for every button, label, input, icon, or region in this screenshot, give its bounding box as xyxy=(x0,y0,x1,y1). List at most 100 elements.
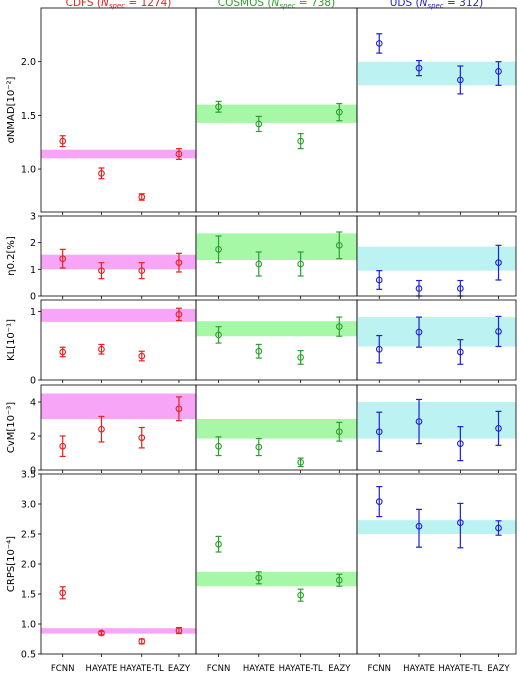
panel-KL-uds xyxy=(356,299,517,383)
reference-band xyxy=(41,254,196,270)
data-point-eazy xyxy=(495,524,502,532)
data-point-hayate-tl xyxy=(138,434,146,442)
data-point-eazy xyxy=(175,405,183,413)
data-point-eazy xyxy=(335,108,343,116)
panel-frame xyxy=(40,473,197,655)
ytick-label: 0 xyxy=(30,292,36,303)
data-point-hayate xyxy=(98,267,105,275)
data-point-eazy xyxy=(175,311,183,318)
column-title-1: COSMOS (Nspec = 738) xyxy=(218,0,335,10)
xtick-label-fcnn: FCNN xyxy=(207,664,231,674)
data-point-fcnn xyxy=(215,540,222,548)
data-point-hayate-tl xyxy=(138,638,146,645)
data-point-fcnn xyxy=(215,331,222,339)
data-point-eazy xyxy=(335,576,343,584)
xtick-label-hayate: HAYATE xyxy=(243,664,275,674)
reference-band xyxy=(41,393,196,419)
reference-band xyxy=(357,317,516,347)
ytick-label: 2 xyxy=(30,238,36,249)
data-point-hayate-tl xyxy=(138,193,146,201)
data-point-hayate-tl xyxy=(457,348,464,356)
panel-CRPS-uds xyxy=(356,473,517,657)
data-point-hayate xyxy=(415,285,423,292)
panel-frame xyxy=(195,299,358,381)
panel-eta_0.2-cdfs xyxy=(40,215,197,299)
ytick-label: 3.0 xyxy=(21,500,36,511)
ytick-label: 0.5 xyxy=(21,650,36,661)
ytick-label: 2.0 xyxy=(21,57,36,68)
panel-frame xyxy=(40,7,197,213)
panel-sigma_nmad-cosmos xyxy=(195,7,358,215)
reference-band xyxy=(41,308,196,322)
xtick-label-hayate: HAYATE xyxy=(86,664,118,674)
ytick-label: 3.5 xyxy=(21,470,36,481)
data-point-eazy xyxy=(335,428,343,436)
reference-band xyxy=(357,520,516,534)
reference-band xyxy=(357,61,516,86)
ytick-label: 1 xyxy=(30,307,36,318)
panel-KL-cdfs xyxy=(40,299,197,383)
ytick-label: 3 xyxy=(30,212,36,223)
panel-CRPS-cosmos xyxy=(195,473,358,657)
data-point-hayate xyxy=(415,64,423,72)
xtick-label-eazy: EAZY xyxy=(168,664,191,674)
data-point-hayate-tl xyxy=(138,267,146,275)
data-point-hayate xyxy=(98,425,105,433)
reference-band xyxy=(196,104,357,123)
data-point-hayate xyxy=(255,260,263,268)
ytick-label: 0 xyxy=(30,376,36,387)
reference-band xyxy=(196,321,357,337)
data-point-hayate xyxy=(255,574,263,582)
data-point-hayate-tl xyxy=(457,76,464,84)
data-point-fcnn xyxy=(215,245,222,253)
data-point-hayate-tl xyxy=(297,137,305,145)
data-point-eazy xyxy=(175,259,183,267)
ytick-label: 1.0 xyxy=(21,620,36,631)
data-point-hayate xyxy=(255,443,263,451)
data-point-fcnn xyxy=(59,589,67,597)
ylabel-eta_0.2: η0.2[%] xyxy=(6,236,17,276)
panel-CvM-cosmos xyxy=(195,384,358,473)
reference-band xyxy=(196,571,357,587)
ytick-label: 2.0 xyxy=(21,560,36,571)
panel-eta_0.2-uds xyxy=(356,215,517,299)
panel-frame xyxy=(356,473,517,655)
panel-CRPS-cdfs xyxy=(40,473,197,657)
panel-frame xyxy=(356,7,517,213)
panel-sigma_nmad-uds xyxy=(356,7,517,215)
data-point-hayate-tl xyxy=(297,260,305,268)
data-point-fcnn xyxy=(59,348,67,356)
ylabel-KL: KL[10⁻¹] xyxy=(6,319,17,361)
data-point-fcnn xyxy=(375,345,383,353)
ytick-label: 2.5 xyxy=(21,530,36,541)
data-point-hayate xyxy=(415,328,423,336)
data-point-hayate-tl xyxy=(457,285,464,292)
data-point-hayate-tl xyxy=(297,354,305,361)
reference-band xyxy=(357,246,516,271)
ytick-label: 1 xyxy=(30,265,36,276)
data-point-fcnn xyxy=(59,255,67,263)
column-title-2: UDS (Nspec = 312) xyxy=(390,0,484,10)
data-point-fcnn xyxy=(59,442,67,450)
panel-frame xyxy=(356,215,517,297)
data-point-fcnn xyxy=(375,498,383,505)
xtick-label-eazy: EAZY xyxy=(328,664,351,674)
data-point-eazy xyxy=(175,627,183,634)
reference-band xyxy=(41,149,196,159)
reference-band xyxy=(196,233,357,260)
panel-frame xyxy=(195,473,358,655)
ytick-label: 1.5 xyxy=(21,590,36,601)
data-point-hayate-tl xyxy=(457,519,464,526)
panel-eta_0.2-cosmos xyxy=(195,215,358,299)
data-point-fcnn xyxy=(375,428,383,436)
xtick-label-hayate-tl: HAYATE-TL xyxy=(438,664,482,674)
data-point-eazy xyxy=(335,323,343,331)
xtick-label-hayate-tl: HAYATE-TL xyxy=(120,664,164,674)
panel-KL-cosmos xyxy=(195,299,358,383)
reference-band xyxy=(196,419,357,439)
panel-CvM-cdfs xyxy=(40,384,197,473)
data-point-eazy xyxy=(495,67,502,75)
data-point-eazy xyxy=(175,150,183,158)
